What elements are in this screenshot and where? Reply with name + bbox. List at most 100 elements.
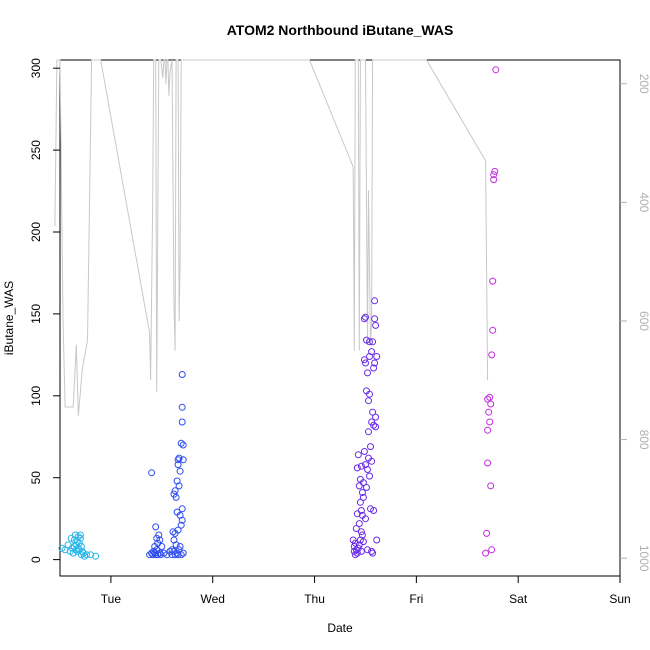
data-point xyxy=(366,390,373,398)
altitude-line xyxy=(54,59,489,416)
data-point xyxy=(369,338,377,346)
data-point xyxy=(360,356,368,364)
data-point xyxy=(353,464,361,472)
data-point xyxy=(360,448,368,455)
data-point xyxy=(370,421,378,429)
data-point xyxy=(152,523,160,531)
data-point xyxy=(172,541,180,549)
data-point xyxy=(158,543,166,550)
data-point xyxy=(171,487,179,495)
data-point xyxy=(175,454,183,462)
data-point xyxy=(488,546,496,554)
data-point xyxy=(367,443,374,451)
data-point xyxy=(487,482,495,490)
data-point xyxy=(371,297,379,305)
data-point xyxy=(357,462,365,470)
data-point xyxy=(168,546,176,554)
data-point xyxy=(490,171,498,179)
plot-frame xyxy=(59,59,621,577)
x-tick-label: Fri xyxy=(409,592,423,606)
y-tick-label: 150 xyxy=(29,304,43,324)
points-layer xyxy=(58,66,500,560)
line-series-layer xyxy=(54,59,489,416)
data-point xyxy=(178,516,186,524)
data-point xyxy=(483,529,491,537)
x-tick-label: Thu xyxy=(304,592,325,606)
data-point xyxy=(358,531,366,539)
right-y-tick-label: 600 xyxy=(637,311,650,331)
data-point xyxy=(76,531,84,539)
data-point xyxy=(372,413,380,421)
data-point xyxy=(357,528,365,536)
right-y-tick-label: 400 xyxy=(637,192,650,212)
data-point xyxy=(369,549,377,557)
data-point xyxy=(172,493,180,501)
data-point xyxy=(83,551,90,559)
data-point xyxy=(365,397,372,405)
axes-layer: Tue Wed Thu Fri Sat Sun 0 50 100 150 200 250 300 200 4… xyxy=(29,58,650,606)
data-point xyxy=(368,348,376,356)
data-point xyxy=(484,459,492,467)
data-point xyxy=(179,456,187,464)
data-point xyxy=(364,546,371,554)
data-point xyxy=(484,395,492,403)
data-point xyxy=(177,439,185,447)
data-point xyxy=(362,313,369,321)
data-point xyxy=(490,176,498,184)
data-point xyxy=(352,525,360,532)
data-point xyxy=(351,539,359,547)
data-point xyxy=(492,66,500,74)
chart-title: ATOM2 Northbound iButane_WAS xyxy=(227,22,454,38)
data-point xyxy=(76,534,84,542)
data-point xyxy=(353,549,361,557)
data-point xyxy=(358,489,366,496)
data-point xyxy=(489,277,497,285)
data-point xyxy=(373,536,381,544)
y-tick-label: 200 xyxy=(29,222,43,242)
data-point xyxy=(74,533,82,541)
data-point xyxy=(64,541,72,549)
data-point xyxy=(489,326,497,334)
data-point xyxy=(355,482,363,490)
data-point xyxy=(366,472,373,480)
data-point xyxy=(178,371,186,378)
data-point xyxy=(149,551,157,559)
data-point xyxy=(370,507,378,514)
data-point xyxy=(177,551,185,559)
data-point xyxy=(372,321,380,329)
data-point xyxy=(370,364,378,372)
data-point xyxy=(364,369,371,377)
right-y-tick-label: 800 xyxy=(637,430,650,450)
data-point xyxy=(488,351,496,359)
data-point xyxy=(351,551,359,559)
x-tick-label: Sat xyxy=(509,592,528,606)
data-point xyxy=(356,498,364,506)
y-axis-label: iButane_WAS xyxy=(2,281,16,355)
data-point xyxy=(369,408,377,416)
data-point xyxy=(487,400,495,408)
data-point xyxy=(176,543,184,550)
data-point xyxy=(485,408,493,416)
y-tick-label: 250 xyxy=(29,140,43,160)
data-point xyxy=(371,359,379,367)
data-point xyxy=(368,547,376,555)
data-point xyxy=(92,552,100,560)
x-tick-label: Sun xyxy=(609,592,630,606)
data-point xyxy=(365,428,372,436)
right-y-tick-label: 200 xyxy=(637,74,650,94)
data-point xyxy=(364,466,371,473)
data-point xyxy=(363,484,370,491)
data-point xyxy=(368,457,376,465)
data-point xyxy=(178,418,186,426)
data-point xyxy=(156,549,164,557)
y-tick-label: 50 xyxy=(29,471,43,485)
data-point xyxy=(179,441,187,449)
data-point xyxy=(362,515,369,523)
x-axis-label: Date xyxy=(327,621,353,635)
data-point xyxy=(174,526,182,534)
data-point xyxy=(174,456,182,464)
data-point xyxy=(148,469,156,477)
data-point xyxy=(371,315,379,323)
